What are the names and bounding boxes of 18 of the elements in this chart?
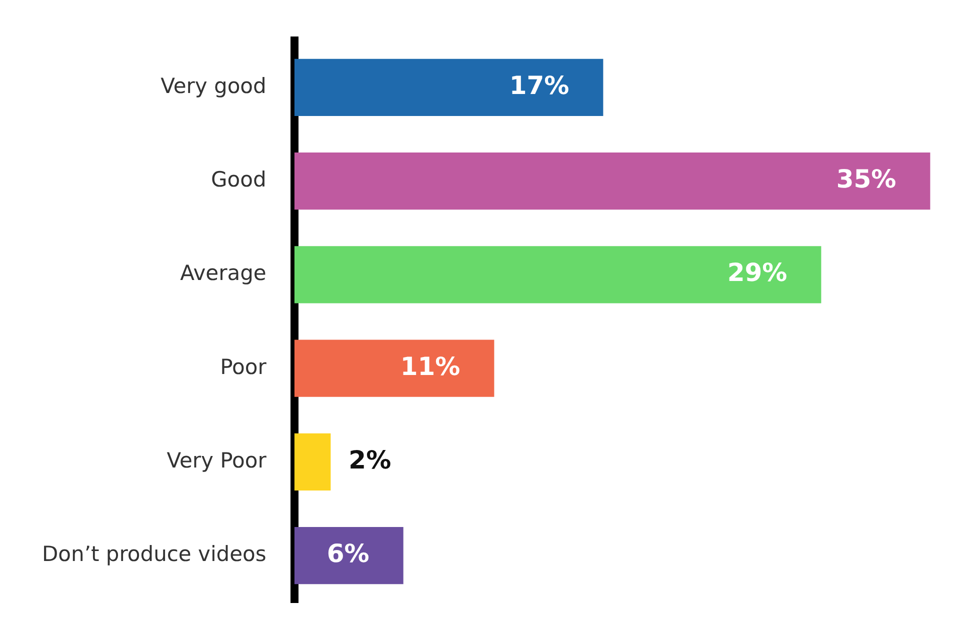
bar (294, 246, 822, 304)
bar (294, 433, 331, 491)
bar (294, 58, 604, 116)
data-label: 2% (348, 445, 392, 474)
data-label: 17% (509, 70, 570, 100)
data-label: 11% (400, 352, 460, 381)
y-tick-label: Very good (160, 74, 266, 98)
data-label: 35% (836, 164, 896, 194)
data-label: 6% (326, 539, 370, 568)
y-tick-label: Good (211, 168, 266, 192)
bar (294, 527, 404, 584)
data-label: 29% (727, 258, 788, 288)
y-tick-label: Very Poor (166, 448, 267, 472)
bar (294, 340, 494, 397)
y-tick-label: Don’t produce videos (42, 542, 266, 566)
y-tick-label: Poor (220, 354, 267, 379)
bar (294, 152, 930, 210)
y-tick-label: Average (180, 261, 266, 286)
